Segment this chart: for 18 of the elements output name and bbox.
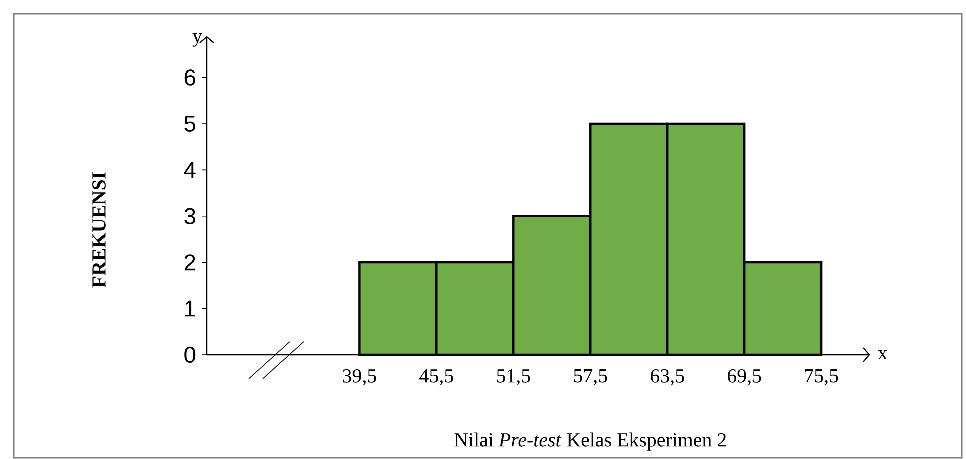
text: y [192, 33, 202, 47]
y-axis-title: FREKUENSI [92, 172, 106, 288]
y-tick-label: 4 [184, 162, 196, 178]
x-tick-label: 57,5 [574, 370, 608, 386]
y-tick-label: 5 [184, 116, 196, 132]
y-tick-label: 2 [184, 254, 196, 271]
x-tick-label: 45,5 [420, 370, 454, 386]
x-tick-label: 39,5 [343, 370, 376, 386]
text: x [878, 350, 888, 360]
y-tick-label: 3 [184, 208, 196, 224]
x-tick-label: 63,5 [651, 370, 684, 386]
y-tick-label: 0 [184, 346, 196, 364]
x-tick-label: 75,5 [805, 370, 838, 386]
y-tick-label: 1 [185, 300, 196, 317]
x-tick-label: 69,5 [728, 370, 762, 386]
x-axis-title: Nilai Pre-test Kelas Eksperimen 2 [454, 432, 726, 451]
x-tick-label: 51,5 [497, 370, 530, 386]
y-tick-label: 6 [184, 70, 196, 86]
